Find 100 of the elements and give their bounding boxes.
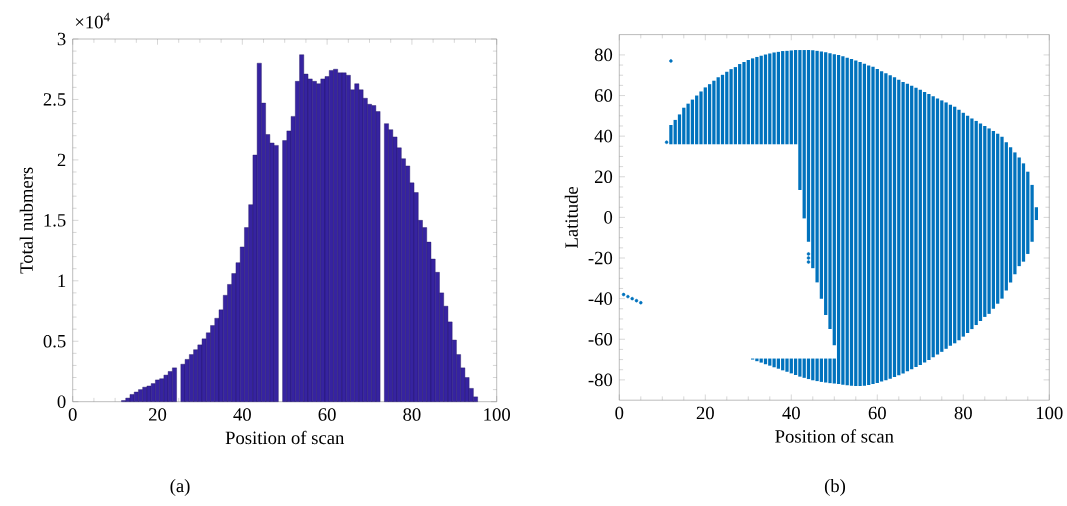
point <box>806 260 811 264</box>
y-tick-label: -60 <box>588 332 613 346</box>
point <box>664 140 669 144</box>
bar <box>910 85 914 370</box>
bar <box>974 120 978 326</box>
bar <box>867 65 871 385</box>
bar <box>901 81 905 374</box>
x-tick-label: 20 <box>149 408 167 421</box>
bar <box>824 358 828 383</box>
bar <box>129 394 135 402</box>
bar <box>733 67 738 145</box>
point <box>669 59 673 63</box>
bar <box>875 68 879 383</box>
point <box>626 294 630 299</box>
bar <box>983 126 987 317</box>
bar <box>167 371 173 402</box>
y-tick-label: 1.5 <box>44 214 66 227</box>
bar <box>892 77 897 378</box>
bar <box>163 374 169 402</box>
bar <box>987 128 991 314</box>
point <box>630 296 634 301</box>
x-tick-label: 100 <box>484 408 510 421</box>
bar <box>841 56 845 385</box>
bar <box>944 102 948 349</box>
bar <box>690 99 695 145</box>
bar <box>759 55 763 145</box>
x-axis-title: Position of scan <box>225 430 345 445</box>
bar <box>815 358 819 382</box>
bar <box>776 358 781 369</box>
bar <box>927 94 931 360</box>
text: (a) <box>170 479 190 496</box>
bar <box>957 109 961 341</box>
y-tick-label: 40 <box>594 129 613 143</box>
y-axis-title: Total nubmers <box>19 167 33 274</box>
bar <box>914 87 918 368</box>
bar <box>703 87 707 145</box>
bar <box>965 115 970 333</box>
bar <box>871 66 875 384</box>
y-tick-label: 3 <box>57 32 66 46</box>
bar <box>707 84 712 145</box>
x-tick-label: 40 <box>782 406 800 420</box>
bar <box>978 123 983 321</box>
x-tick-label: 100 <box>1036 406 1063 420</box>
point <box>806 252 811 256</box>
bar <box>862 63 867 386</box>
x-tick-label: 60 <box>868 406 886 420</box>
x-tick-label: 60 <box>318 408 336 421</box>
y-tick-label: 60 <box>594 89 613 102</box>
bar <box>798 358 802 377</box>
bar <box>935 98 940 355</box>
bar <box>738 64 742 145</box>
bar <box>845 57 849 386</box>
bar <box>138 389 143 402</box>
bar <box>888 75 892 379</box>
bar <box>828 358 832 384</box>
y-tick-label: 0 <box>57 395 66 408</box>
text: ×10$^{4}$ <box>75 12 110 29</box>
bar <box>854 60 858 386</box>
bar <box>695 95 699 145</box>
bar <box>858 62 862 386</box>
bar <box>746 59 750 145</box>
bar <box>772 52 776 145</box>
bar <box>125 397 131 402</box>
x-tick-label: 20 <box>696 406 714 420</box>
y-tick-label: -40 <box>588 292 613 305</box>
bar <box>712 80 716 145</box>
bar <box>716 77 720 145</box>
bar <box>884 73 888 381</box>
bar <box>742 62 746 145</box>
point <box>806 256 811 260</box>
y-axis-title: Latitude <box>564 186 578 248</box>
bar <box>725 71 729 145</box>
x-tick-label: 0 <box>68 408 77 421</box>
bar <box>729 69 733 145</box>
x-axis-title: Position of scan <box>775 429 894 443</box>
bar <box>849 58 854 386</box>
point <box>621 292 626 297</box>
point <box>634 298 639 303</box>
y-tick-label: -80 <box>588 373 613 387</box>
bar <box>953 106 957 344</box>
bar <box>789 50 793 145</box>
bar <box>948 104 953 346</box>
bar <box>763 54 768 145</box>
y-tick-label: 0.5 <box>43 334 66 348</box>
y-tick-label: 2.5 <box>43 93 66 106</box>
bar <box>802 358 806 378</box>
bar <box>961 112 965 337</box>
bar <box>940 100 944 352</box>
y-tick-label: 1 <box>58 274 66 287</box>
x-tick-label: 80 <box>403 408 421 421</box>
bar <box>806 358 811 380</box>
point <box>639 300 643 305</box>
y-tick-label: -20 <box>588 251 613 265</box>
bar <box>970 118 974 330</box>
text: (b) <box>824 479 846 496</box>
bar <box>776 51 781 145</box>
bar <box>699 91 703 145</box>
y-tick-label: 0 <box>604 211 613 224</box>
bar <box>897 79 901 376</box>
y-tick-label: 2 <box>57 153 66 167</box>
